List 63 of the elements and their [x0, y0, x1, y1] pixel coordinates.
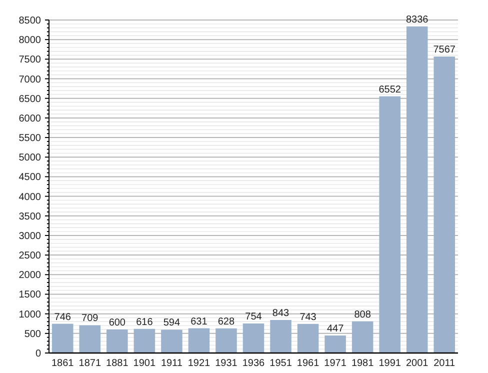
x-tick-label: 1971 — [324, 358, 347, 369]
bar — [134, 328, 156, 353]
data-label: 709 — [82, 313, 99, 324]
y-tick-label: 8500 — [18, 16, 42, 26]
bar — [188, 328, 210, 353]
data-label: 746 — [54, 312, 72, 323]
bar — [161, 330, 182, 353]
x-tick-label: 1936 — [242, 358, 266, 369]
x-tick-label: 2011 — [434, 358, 456, 369]
bar — [270, 320, 292, 353]
y-tick-label: 7500 — [18, 54, 42, 66]
data-label: 808 — [354, 309, 372, 320]
y-tick-label: 7000 — [18, 74, 42, 86]
bar — [106, 329, 128, 353]
y-tick-label: 0 — [35, 348, 42, 360]
data-label: 616 — [136, 316, 154, 328]
x-tick-label: 1871 — [78, 358, 102, 369]
y-tick-label: 2500 — [18, 250, 42, 262]
data-label: 594 — [163, 318, 180, 329]
y-tick-label: 5000 — [18, 152, 42, 164]
x-tick-label: 1881 — [106, 358, 129, 369]
bar — [79, 325, 101, 353]
y-tick-label: 1000 — [18, 309, 42, 320]
data-label: 600 — [108, 317, 126, 328]
y-tick-label: 1500 — [18, 290, 42, 301]
x-tick-label: 1931 — [215, 358, 238, 369]
x-tick-label: 2001 — [406, 358, 429, 369]
data-label: 6552 — [378, 84, 402, 96]
data-label: 843 — [272, 308, 290, 319]
x-tick-label: 1951 — [270, 358, 292, 369]
x-tick-label: 1981 — [351, 358, 374, 369]
bar — [297, 324, 319, 353]
x-tick-label: 1921 — [188, 358, 211, 369]
y-tick-label: 5500 — [18, 133, 42, 144]
bar — [324, 335, 346, 353]
data-label: 7567 — [433, 44, 456, 56]
data-label: 447 — [326, 323, 344, 334]
bar — [434, 56, 455, 353]
bar — [379, 96, 400, 353]
bar — [52, 324, 74, 353]
data-label: 631 — [190, 316, 208, 328]
bar — [352, 321, 374, 353]
y-tick-label: 2000 — [18, 270, 42, 282]
y-tick-label: 3500 — [18, 211, 42, 222]
y-tick-label: 4500 — [18, 172, 42, 184]
y-tick-label: 6500 — [18, 94, 42, 105]
bar — [242, 323, 264, 353]
bar — [406, 26, 428, 353]
x-tick-label: 1961 — [296, 358, 320, 369]
y-tick-label: 4000 — [18, 192, 42, 203]
x-tick-label: 1901 — [133, 358, 156, 369]
x-tick-label: 1861 — [52, 358, 74, 369]
y-tick-label: 8000 — [18, 35, 42, 46]
data-label: 754 — [245, 311, 262, 322]
x-tick-label: 1911 — [160, 358, 183, 369]
data-label: 628 — [218, 316, 236, 328]
y-tick-label: 500 — [24, 328, 42, 340]
bar — [216, 328, 237, 353]
y-tick-label: 3000 — [18, 230, 42, 242]
x-tick-label: 1991 — [378, 358, 402, 369]
y-tick-label: 6000 — [18, 113, 42, 124]
data-label: 8336 — [406, 14, 429, 26]
data-label: 743 — [300, 312, 317, 323]
